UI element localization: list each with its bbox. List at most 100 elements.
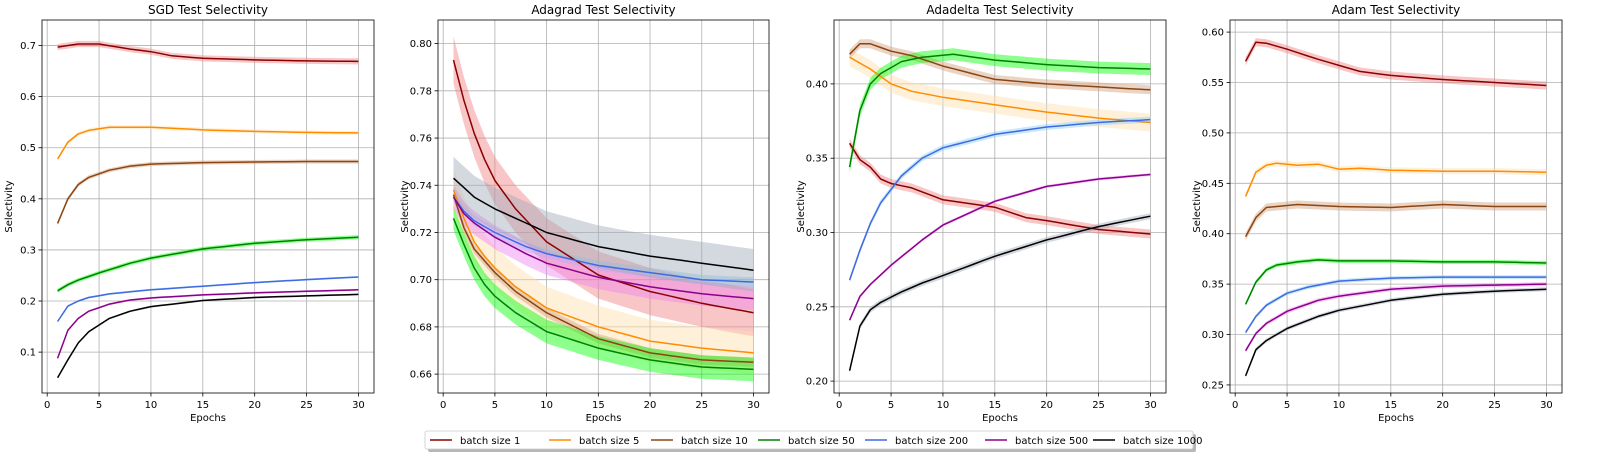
x-tick-label: 30 [352,400,365,411]
series-band [1245,160,1547,200]
series-line [848,53,1151,168]
y-tick-label: 0.2 [20,297,36,308]
series-line [849,56,1151,124]
series-line [848,118,1151,281]
x-tick-label: 0 [44,400,50,411]
series-line [57,236,359,292]
x-tick-label: 0 [440,400,446,411]
legend-label: batch size 1 [460,436,520,447]
legend-item: batch size 5 [549,436,639,447]
x-axis-label: Epochs [982,413,1018,424]
series-band [453,156,754,292]
x-tick-label: 5 [888,400,894,411]
series-line [848,142,1151,235]
grid [834,20,1166,393]
series-band [1245,287,1547,378]
plot-area [452,36,754,382]
x-tick-label: 20 [1436,400,1449,411]
series-line [56,126,359,160]
x-tick-label: 25 [300,400,313,411]
x-tick-label: 10 [145,400,158,411]
series-band [849,173,1151,322]
y-tick-label: 0.78 [410,86,432,97]
x-axis-label: Epochs [190,413,226,424]
legend-label: batch size 500 [1015,436,1088,447]
series-line [1244,276,1547,333]
legend-item: batch size 500 [985,436,1088,447]
series-band [453,206,754,382]
chart-title: Adadelta Test Selectivity [926,3,1073,17]
series-band [453,168,754,375]
x-tick-label: 5 [96,400,102,411]
y-tick-label: 0.40 [806,79,828,90]
x-tick-label: 25 [1092,400,1105,411]
chart-title: Adagrad Test Selectivity [531,3,675,17]
y-axis-label: Selectivity [4,180,15,232]
plot-area [848,39,1151,374]
series-line [452,189,754,354]
legend-item: batch size 200 [865,436,968,447]
series-line [1244,259,1547,305]
y-tick-label: 0.66 [410,370,432,381]
y-axis-label: Selectivity [1192,180,1203,232]
grid [42,20,374,393]
y-axis-label: Selectivity [400,180,411,232]
y-tick-label: 0.80 [410,39,432,50]
y-tick-label: 0.20 [806,377,828,388]
grid [438,20,769,393]
x-axis-label: Epochs [586,413,622,424]
series-line [849,43,1151,91]
series-band [849,213,1151,374]
legend-label: batch size 10 [681,436,748,447]
series-line [848,215,1151,371]
series-band [1245,200,1547,241]
series-line [1244,41,1547,87]
x-tick-label: 15 [988,400,1001,411]
series-line [452,196,754,283]
y-tick-label: 0.30 [806,228,828,239]
x-tick-label: 30 [747,400,760,411]
y-tick-label: 0.72 [410,228,432,239]
plot-area [1244,38,1547,378]
series-band [57,235,359,293]
series-band [453,185,754,311]
x-tick-label: 20 [248,400,261,411]
chart-panel-0: 0 5 10 15 20 25 30 0.1 0.2 0.3 0.4 0.5 0.6 0.7 SGD Tes… [4,3,375,424]
y-tick-label: 0.76 [410,134,432,145]
legend-item: batch size 1000 [1093,436,1202,447]
series-line [56,160,359,224]
chart-title: Adam Test Selectivity [1332,3,1461,17]
x-tick-label: 0 [836,400,842,411]
x-tick-label: 20 [1040,400,1053,411]
series-line [56,289,359,359]
series-line [1244,203,1547,238]
series-band [1245,38,1547,90]
y-tick-label: 0.30 [1202,330,1224,341]
x-axis-label: Epochs [1378,413,1414,424]
series-band [849,138,1151,239]
series-line [57,43,359,63]
chart-title: SGD Test Selectivity [148,3,268,17]
x-tick-label: 15 [592,400,605,411]
y-tick-label: 0.60 [1202,28,1224,39]
legend-item: batch size 50 [758,436,855,447]
y-tick-label: 0.35 [806,154,828,165]
y-tick-label: 0.70 [410,275,432,286]
y-tick-label: 0.55 [1202,78,1224,89]
y-tick-label: 0.7 [20,41,36,52]
series-line [452,177,754,271]
x-tick-label: 30 [1540,400,1553,411]
legend: batch size 1 batch size 5 batch size 10 bat… [424,430,1202,452]
legend-label: batch size 200 [895,436,968,447]
legend-label: batch size 50 [788,436,855,447]
legend-label: batch size 1000 [1123,436,1202,447]
x-tick-label: 20 [644,400,657,411]
series-band [57,159,359,226]
series-line [452,218,754,371]
x-tick-label: 10 [1333,400,1346,411]
x-tick-label: 15 [196,400,209,411]
y-tick-label: 0.68 [410,322,432,333]
series-line [56,293,359,379]
chart-panel-2: 0 5 10 15 20 25 30 0.20 0.25 0.30 0.35 0.40 Adadelta… [796,3,1167,424]
series-band [849,116,1151,283]
